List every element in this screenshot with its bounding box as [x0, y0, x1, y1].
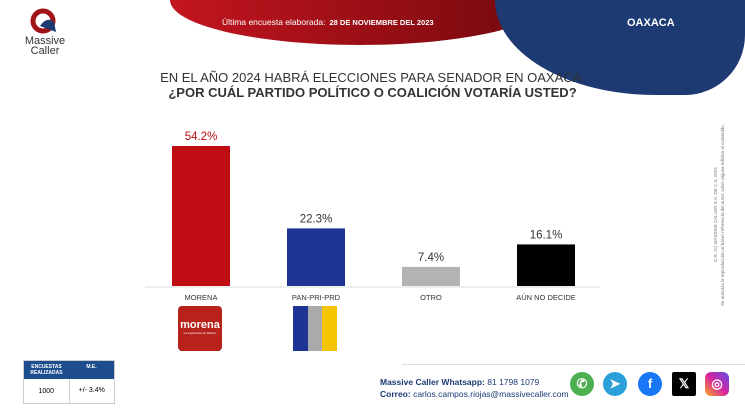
bar-2 — [402, 266, 460, 286]
copyright-notice: D.R. (C) MASSIVE CALLER S.A. DE C.V. 202… — [712, 80, 732, 350]
facebook-icon[interactable]: f — [638, 372, 662, 396]
state-label: OAXACA — [627, 17, 675, 29]
bar-0 — [172, 146, 230, 286]
whatsapp-number: 81 1798 1079 — [487, 377, 540, 387]
survey-date-header: Última encuesta elaborada: 28 DE NOVIEMBR… — [222, 17, 434, 27]
massive-caller-logo: Massive Caller — [20, 8, 70, 57]
stats-surveys-value: 1000 — [38, 387, 55, 395]
survey-date: 28 DE NOVIEMBRE DEL 2023 — [329, 18, 434, 27]
logo-text-1: Massive — [24, 35, 66, 47]
chart-title-line2: ¿POR CUÁL PARTIDO POLÍTICO O COALICIÓN V… — [168, 85, 577, 100]
divider — [402, 364, 745, 365]
category-label: OTRO — [420, 293, 442, 302]
category-label: PAN-PRI-PRD — [292, 293, 341, 302]
whatsapp-label: Massive Caller Whatsapp: — [380, 377, 485, 387]
morena-logo: morena La esperanza de México — [178, 306, 222, 351]
morena-logo-sub: La esperanza de México — [183, 331, 217, 335]
morena-logo-text: morena — [180, 319, 220, 331]
data-label: 7.4% — [418, 252, 444, 264]
contact-info: Massive Caller Whatsapp: 81 1798 1079 Co… — [380, 376, 569, 400]
survey-label: Última encuesta elaborada: — [222, 17, 326, 27]
telegram-icon[interactable]: ➤ — [603, 372, 627, 396]
survey-stats-table: ENCUESTAS REALIZADAS M.E. 1000 +/- 3.4% — [23, 360, 115, 404]
logo-mark-icon — [30, 8, 60, 36]
category-label: AÚN NO DECIDE — [516, 293, 576, 302]
stats-header-margin: M.E. — [86, 364, 97, 370]
email-label: Correo: — [380, 389, 411, 399]
category-label: MORENA — [185, 293, 218, 302]
bar-1 — [287, 228, 345, 286]
stats-margin-value: +/- 3.4% — [68, 379, 115, 403]
instagram-icon[interactable]: ◎ — [705, 372, 729, 396]
bar-3 — [517, 244, 575, 286]
whatsapp-icon[interactable]: ✆ — [570, 372, 594, 396]
email-address[interactable]: carlos.campos.riojas@massivecaller.com — [413, 389, 569, 399]
stats-header-surveys: ENCUESTAS REALIZADAS — [30, 364, 63, 376]
pan-pri-prd-logo — [293, 306, 338, 351]
data-label: 22.3% — [300, 213, 333, 225]
chart-title-line1: EN EL AÑO 2024 HABRÁ ELECCIONES PARA SEN… — [160, 70, 585, 85]
logo-text-2: Caller — [30, 45, 60, 57]
x-icon[interactable]: 𝕏 — [672, 372, 696, 396]
data-label: 54.2% — [185, 131, 218, 143]
chart-title: EN EL AÑO 2024 HABRÁ ELECCIONES PARA SEN… — [100, 70, 645, 100]
copyright-line2: Se autoriza la reproducción al hacer ref… — [720, 124, 725, 306]
copyright-line1: D.R. (C) MASSIVE CALLER S.A. DE C.V. 202… — [713, 167, 718, 263]
data-label: 16.1% — [530, 229, 563, 241]
